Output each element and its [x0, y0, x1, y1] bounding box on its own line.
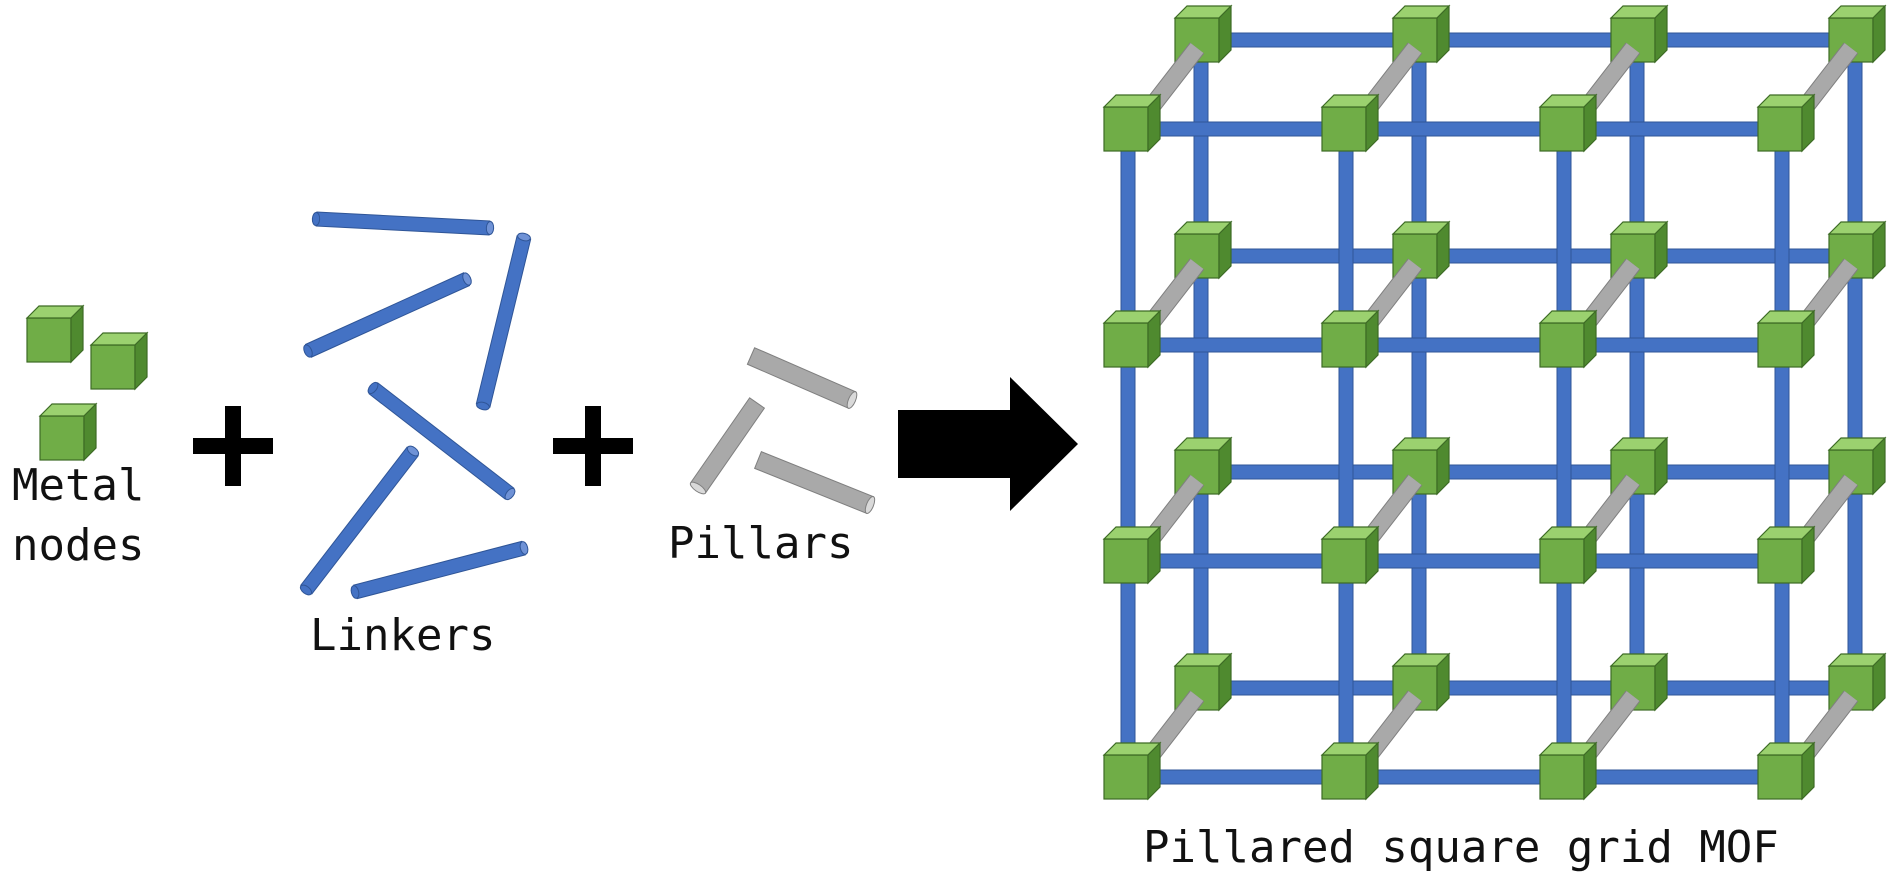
front-metal-node	[1103, 94, 1161, 152]
front-metal-node	[1103, 310, 1161, 368]
pillar-layer	[1134, 42, 1859, 773]
linker-rod	[311, 211, 495, 236]
front-layer	[1103, 94, 1815, 800]
pillars-group	[689, 347, 876, 515]
metal-nodes-label-line1: Metal	[12, 460, 144, 511]
mof-lattice	[1103, 5, 1886, 800]
front-metal-node	[1539, 94, 1597, 152]
pillars-label: Pillars	[668, 518, 853, 569]
front-metal-node	[1321, 94, 1379, 152]
plus-sign-2	[553, 406, 633, 486]
front-metal-node	[1539, 310, 1597, 368]
front-metal-node	[1321, 742, 1379, 800]
pillar-rod	[689, 397, 766, 495]
linkers-group	[299, 211, 532, 600]
pillar-rod	[746, 347, 858, 409]
metal-node-cube	[39, 403, 97, 461]
front-metal-node	[1757, 94, 1815, 152]
metal-node-cube	[26, 305, 84, 363]
front-metal-node	[1539, 526, 1597, 584]
linker-rod	[350, 540, 529, 600]
front-metal-node	[1321, 526, 1379, 584]
pillar-rod	[753, 450, 876, 515]
metal-nodes-label-line2: nodes	[12, 520, 144, 571]
linker-rod	[367, 381, 516, 501]
front-metal-node	[1539, 742, 1597, 800]
front-metal-node	[1103, 526, 1161, 584]
front-metal-node	[1321, 310, 1379, 368]
mof-label: Pillared square grid MOF	[1143, 822, 1779, 873]
front-metal-node	[1757, 526, 1815, 584]
linker-rod	[475, 232, 532, 411]
back-layer	[1174, 5, 1886, 711]
front-metal-node	[1757, 742, 1815, 800]
metal-nodes-group	[26, 305, 148, 461]
linker-rod	[299, 445, 420, 596]
reaction-arrow-icon	[898, 377, 1078, 511]
linker-rod	[303, 272, 472, 358]
front-metal-node	[1103, 742, 1161, 800]
plus-sign-1	[193, 406, 273, 486]
linkers-label: Linkers	[310, 610, 495, 661]
front-metal-node	[1757, 310, 1815, 368]
metal-node-cube	[90, 332, 148, 390]
